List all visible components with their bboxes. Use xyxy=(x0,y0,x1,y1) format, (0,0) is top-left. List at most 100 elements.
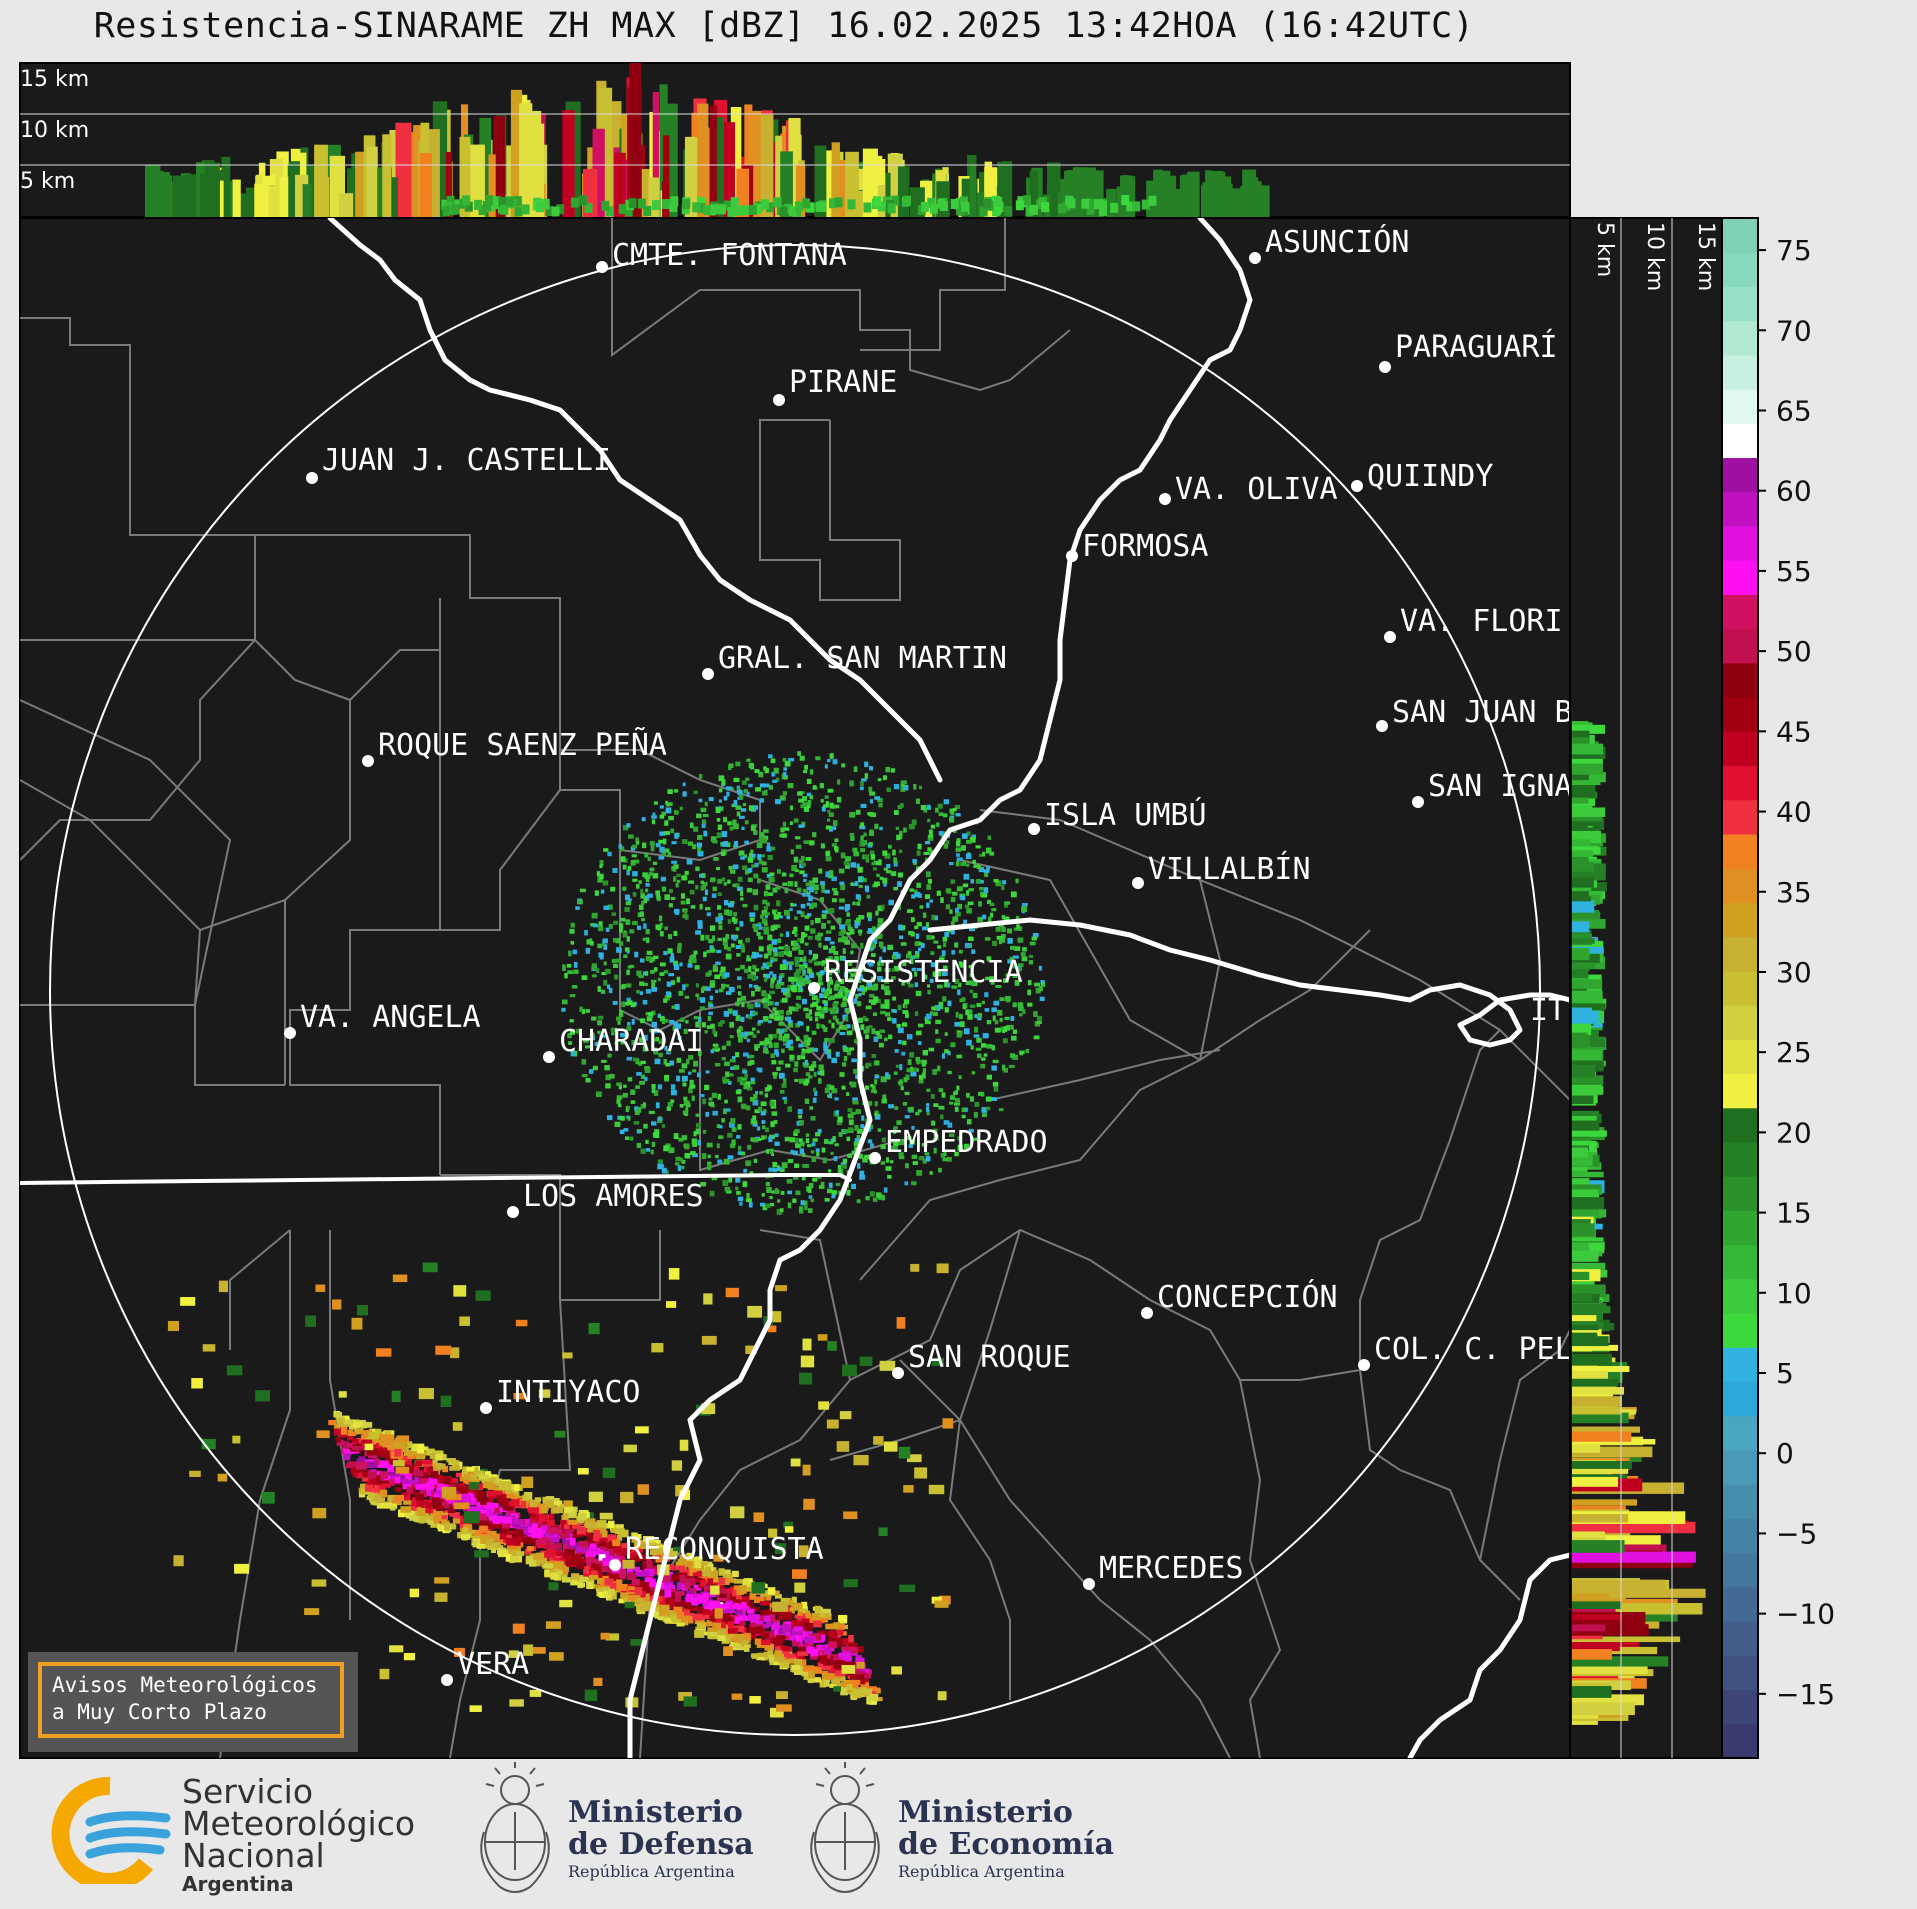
top-label-10km: 10 km xyxy=(20,118,89,143)
side-label-10km: 10 km xyxy=(1642,222,1667,291)
colorbar-segment xyxy=(1722,731,1758,767)
city-marker: CMTE. FONTANA xyxy=(596,238,847,273)
colorbar-segment xyxy=(1722,1347,1758,1383)
city-marker: EMPEDRADO xyxy=(869,1125,1048,1164)
city-marker: COL. C. PEL xyxy=(1358,1332,1573,1371)
city-label: RECONQUISTA xyxy=(625,1532,824,1567)
city-label: SAN IGNA xyxy=(1428,769,1573,804)
colorbar-tick-label: −5 xyxy=(1776,1517,1817,1550)
city-marker: RECONQUISTA xyxy=(609,1532,824,1571)
city-dot-icon xyxy=(892,1367,904,1379)
colorbar-segment xyxy=(1722,1552,1758,1588)
city-marker: ROQUE SAENZ PEÑA xyxy=(362,727,667,767)
argentina-coat-of-arms-icon xyxy=(480,1762,550,1893)
city-marker: FORMOSA xyxy=(1066,529,1208,564)
city-label: VA. ANGELA xyxy=(300,1000,481,1035)
colorbar-segment xyxy=(1722,1039,1758,1075)
colorbar-tick-label: 25 xyxy=(1776,1036,1812,1069)
city-label: GRAL. SAN MARTIN xyxy=(718,641,1007,676)
city-label: PIRANE xyxy=(789,365,897,400)
colorbar-segment xyxy=(1722,354,1758,390)
colorbar-tick-label: −15 xyxy=(1776,1678,1835,1711)
city-dot-icon xyxy=(596,261,608,273)
colorbar-tick-label: 40 xyxy=(1776,796,1812,829)
city-label: QUIINDY xyxy=(1367,459,1493,494)
city-dot-icon xyxy=(773,394,785,406)
alert-box-inner[interactable]: Avisos Meteorológicos a Muy Corto Plazo xyxy=(38,1662,344,1738)
city-label: IT xyxy=(1530,993,1566,1028)
colorbar-segment xyxy=(1722,526,1758,561)
city-dot-icon xyxy=(362,755,374,767)
alert-line-2: a Muy Corto Plazo xyxy=(52,1700,267,1724)
colorbar-segment xyxy=(1722,1484,1758,1519)
city-marker: VA. ANGELA xyxy=(284,1000,481,1039)
colorbar-tick-label: 5 xyxy=(1776,1357,1794,1390)
city-dot-icon xyxy=(1412,796,1424,808)
city-marker: RESISTENCIA xyxy=(808,955,1023,994)
city-dot-icon xyxy=(543,1051,555,1063)
colorbar-segment xyxy=(1722,320,1758,356)
colorbar-segment xyxy=(1722,1278,1758,1314)
colorbar-segment xyxy=(1722,1073,1758,1109)
colorbar-segment xyxy=(1722,457,1758,493)
colorbar-segment xyxy=(1722,423,1758,459)
defensa-line-2: de Defensa xyxy=(568,1827,754,1862)
colorbar-tick-label: 75 xyxy=(1776,234,1812,267)
city-marker: SAN IGNA xyxy=(1412,769,1573,808)
smn-line-3: Nacional xyxy=(182,1836,325,1875)
defensa-line-1: Ministerio xyxy=(568,1795,743,1830)
side-label-15km: 15 km xyxy=(1693,222,1718,291)
city-label: VA. FLORI xyxy=(1400,604,1563,639)
radar-echoes xyxy=(167,751,1046,1718)
colorbar-tick-label: 20 xyxy=(1776,1116,1812,1149)
city-label: ASUNCIÓN xyxy=(1265,223,1410,260)
colorbar-segment xyxy=(1722,1723,1758,1759)
defensa-line-3: República Argentina xyxy=(568,1862,735,1881)
city-label: INTIYACO xyxy=(496,1375,641,1410)
city-marker: LOS AMORES xyxy=(507,1179,704,1218)
colorbar-segment xyxy=(1722,1142,1758,1177)
alert-box[interactable]: Avisos Meteorológicos a Muy Corto Plazo xyxy=(28,1652,358,1752)
colorbar-tick-label: 60 xyxy=(1776,475,1812,508)
city-marker: CONCEPCIÓN xyxy=(1141,1278,1338,1319)
city-label: CMTE. FONTANA xyxy=(612,238,847,273)
colorbar-segment xyxy=(1722,560,1758,595)
city-dot-icon xyxy=(441,1674,453,1686)
city-marker: IT xyxy=(1530,993,1566,1028)
colorbar-tick-label: 55 xyxy=(1776,555,1812,588)
city-dot-icon xyxy=(1159,493,1171,505)
city-marker: ISLA UMBÚ xyxy=(1028,796,1207,835)
colorbar-segment xyxy=(1722,834,1758,869)
colorbar-segment xyxy=(1722,1176,1758,1211)
colorbar-segment xyxy=(1722,1450,1758,1485)
city-label: COL. C. PEL xyxy=(1374,1332,1573,1367)
city-label: CONCEPCIÓN xyxy=(1157,1278,1338,1315)
city-marker: MERCEDES xyxy=(1083,1551,1244,1590)
alert-line-1: Avisos Meteorológicos xyxy=(52,1673,318,1697)
city-dot-icon xyxy=(1358,1359,1370,1371)
city-label: PARAGUARÍ xyxy=(1395,329,1558,365)
city-label: SAN JUAN B xyxy=(1392,695,1573,730)
city-marker: VA. FLORI xyxy=(1384,604,1563,643)
colorbar-segment xyxy=(1722,1107,1758,1143)
top-label-5km: 5 km xyxy=(20,169,75,194)
colorbar-segment xyxy=(1722,218,1758,253)
city-dot-icon xyxy=(1351,480,1363,492)
argentina-coat-of-arms-icon xyxy=(810,1762,880,1893)
colorbar-segment xyxy=(1722,970,1758,1006)
colorbar-segment xyxy=(1722,1518,1758,1554)
city-dot-icon xyxy=(1141,1307,1153,1319)
rivers-and-borders xyxy=(20,218,1570,1758)
city-marker: GRAL. SAN MARTIN xyxy=(702,641,1007,680)
top-label-15km: 15 km xyxy=(20,67,89,92)
city-dot-icon xyxy=(808,982,820,994)
colorbar-segment xyxy=(1722,1415,1758,1451)
city-label: SAN ROQUE xyxy=(908,1340,1071,1375)
economia-line-1: Ministerio xyxy=(898,1795,1073,1830)
colorbar-segment xyxy=(1722,252,1758,287)
smn-line-1: Servicio xyxy=(182,1772,314,1811)
range-ring xyxy=(49,244,1541,1736)
colorbar-segment xyxy=(1722,868,1758,903)
side-label-5km: 5 km xyxy=(1592,222,1617,277)
colorbar-segment xyxy=(1722,491,1758,527)
